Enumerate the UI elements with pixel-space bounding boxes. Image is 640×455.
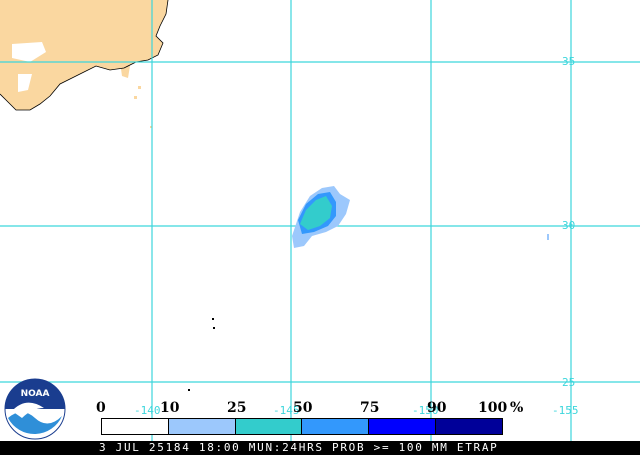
colorbar-swatch (235, 419, 303, 434)
colorbar-swatch (302, 419, 370, 434)
lat-label-35: 35 (562, 55, 576, 68)
lat-label-30: 30 (562, 219, 576, 232)
legend-colorbar (101, 418, 503, 435)
scattered-points (188, 318, 215, 391)
lat-label-25: 25 (562, 376, 576, 389)
lon-label-155: -155 (552, 404, 579, 417)
bay-cutout-1 (12, 42, 46, 62)
probability-area (292, 186, 350, 248)
lon-label-145: -145 (273, 404, 300, 417)
logo-text: NOAA (21, 389, 50, 399)
legend-value-10: 10 (160, 400, 180, 416)
lon-label-150: -150 (412, 404, 439, 417)
colorbar-swatch (436, 419, 502, 434)
prob-25-50 (300, 196, 332, 230)
bay-cutout-2 (18, 74, 32, 92)
lon-label-140: -140 (134, 404, 161, 417)
legend-value-25: 25 (227, 400, 247, 416)
legend-value-75: 75 (360, 400, 380, 416)
land-japan (0, 0, 168, 110)
coastline (0, 0, 169, 111)
noaa-logo: NOAA (4, 378, 66, 440)
scattered-points-blue (547, 234, 549, 240)
land-islet-2 (134, 96, 137, 99)
colorbar-swatch (168, 419, 236, 434)
legend-values: 0 10 25 50 75 90 100 % (0, 400, 640, 418)
footer-caption: 3 JUL 25184 18:00 MUN:24HRS PROB >= 100 … (99, 441, 499, 454)
legend-value-50: 50 (293, 400, 313, 416)
legend-unit-percent: % (510, 400, 524, 416)
legend-value-90: 90 (427, 400, 447, 416)
colorbar-swatch (369, 419, 437, 434)
grid-lines (0, 0, 640, 441)
legend-value-100: 100 (478, 400, 508, 416)
legend-value-0: 0 (96, 400, 106, 416)
footer-bar: 3 JUL 25184 18:00 MUN:24HRS PROB >= 100 … (0, 441, 640, 455)
land-islet-1 (138, 86, 141, 89)
colorbar-swatch (102, 419, 169, 434)
